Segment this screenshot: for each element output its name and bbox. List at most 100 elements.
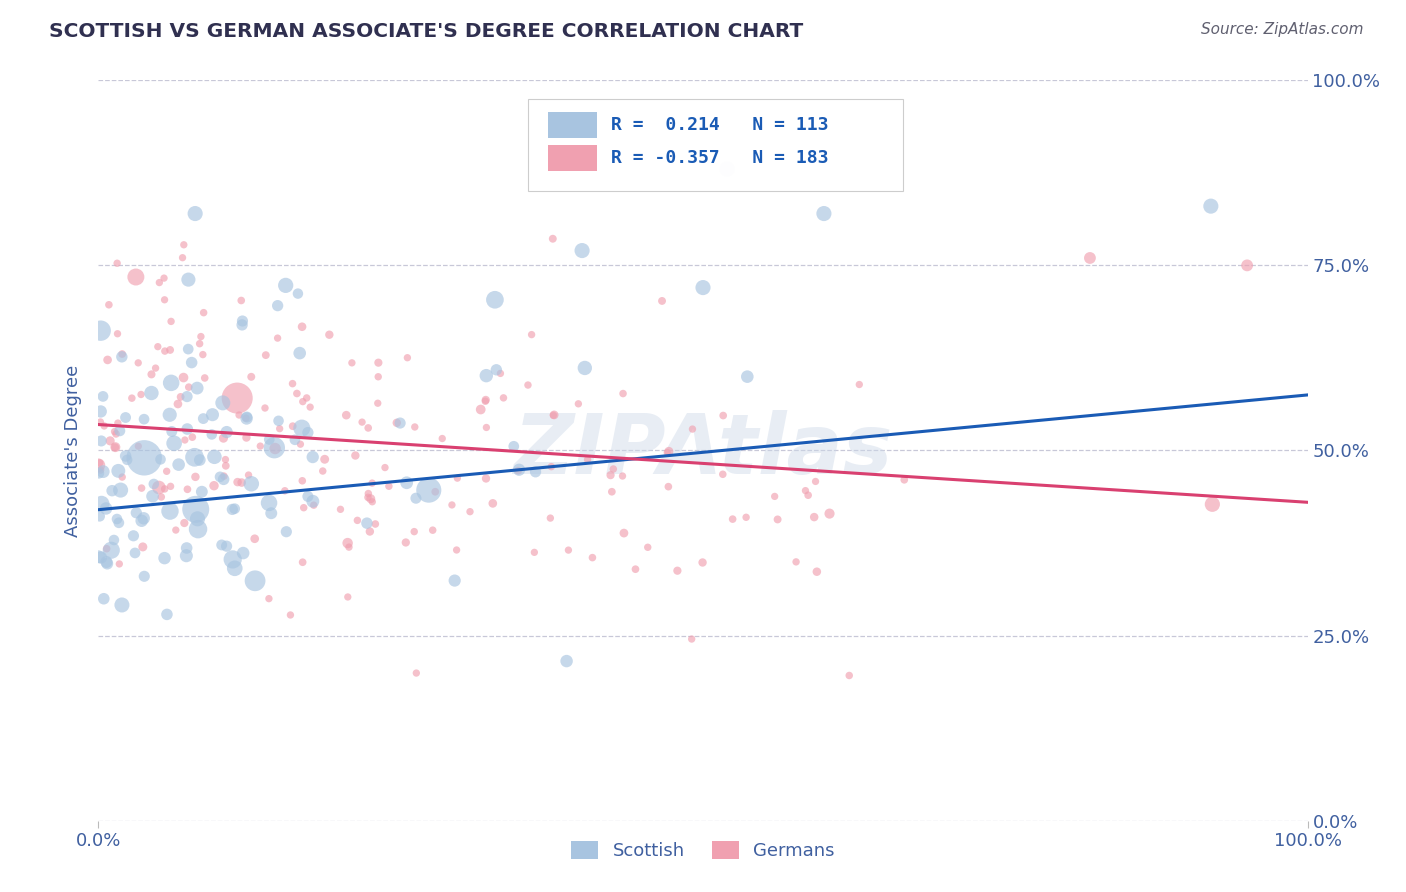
Point [260, 506, 283, 520]
Point [173, 237, 195, 252]
Point [201, 408, 224, 422]
Point [131, 514, 153, 528]
Point [440, 498, 463, 512]
Point [150, 490, 173, 504]
Point [657, 480, 679, 494]
Point [266, 331, 288, 345]
Point [818, 507, 841, 521]
Point [212, 469, 235, 483]
Y-axis label: Associate's Degree: Associate's Degree [65, 364, 83, 537]
Point [224, 561, 246, 575]
Point [173, 433, 195, 447]
Point [132, 540, 155, 554]
Point [395, 535, 418, 549]
Point [360, 491, 382, 506]
Point [165, 523, 187, 537]
Point [540, 459, 562, 474]
Point [797, 488, 820, 502]
Point [111, 598, 134, 612]
Point [721, 512, 744, 526]
Point [108, 516, 131, 530]
Point [243, 532, 266, 546]
Point [121, 391, 143, 405]
Point [240, 476, 263, 491]
Point [97, 298, 120, 312]
Point [288, 346, 311, 360]
Point [146, 340, 169, 354]
Point [231, 314, 253, 328]
Point [292, 500, 315, 515]
Point [201, 427, 224, 442]
Point [127, 439, 149, 453]
Point [167, 397, 190, 411]
Point [253, 401, 276, 415]
Point [502, 439, 524, 453]
Point [259, 433, 281, 447]
Point [285, 386, 308, 401]
Point [346, 513, 368, 527]
Point [105, 426, 128, 441]
Point [508, 464, 530, 478]
Point [571, 244, 593, 258]
Point [359, 524, 381, 539]
Point [425, 484, 447, 499]
Point [340, 356, 363, 370]
Point [212, 431, 235, 445]
Point [446, 543, 468, 558]
Point [191, 348, 214, 362]
Point [215, 425, 238, 439]
Point [254, 348, 277, 362]
Point [194, 371, 217, 385]
Text: R =  0.214   N = 113: R = 0.214 N = 113 [612, 116, 828, 134]
Point [806, 565, 828, 579]
Point [111, 350, 134, 364]
Point [281, 376, 304, 391]
Point [180, 355, 202, 369]
Point [763, 490, 786, 504]
Point [167, 458, 190, 472]
Point [458, 505, 481, 519]
Point [231, 475, 253, 490]
Point [153, 482, 176, 496]
Point [191, 484, 214, 499]
Point [215, 458, 238, 473]
Point [215, 539, 238, 553]
Point [692, 556, 714, 570]
Bar [548, 145, 596, 171]
Point [470, 402, 492, 417]
Point [274, 483, 297, 498]
Point [159, 408, 181, 422]
Point [475, 420, 498, 434]
Point [153, 293, 176, 307]
Point [101, 483, 124, 498]
Point [104, 441, 127, 455]
Point [357, 421, 380, 435]
Text: Source: ZipAtlas.com: Source: ZipAtlas.com [1201, 22, 1364, 37]
Point [257, 496, 280, 510]
Point [176, 549, 198, 563]
Point [291, 555, 314, 569]
Point [127, 356, 149, 370]
Point [637, 541, 659, 555]
Point [1201, 497, 1223, 511]
Point [228, 408, 250, 422]
Text: R = -0.357   N = 183: R = -0.357 N = 183 [612, 149, 828, 167]
Point [374, 460, 396, 475]
Point [98, 434, 121, 448]
Point [290, 437, 312, 451]
Point [153, 551, 176, 566]
Point [357, 491, 380, 505]
Point [87, 467, 110, 481]
Point [329, 502, 352, 516]
Point [803, 510, 825, 524]
Point [94, 501, 117, 516]
Point [91, 389, 114, 403]
Point [160, 314, 183, 328]
Point [367, 396, 389, 410]
Point [485, 363, 508, 377]
Point [153, 271, 176, 285]
Point [475, 368, 498, 383]
Point [177, 380, 200, 394]
Point [711, 467, 734, 482]
Text: ZIPAtlas: ZIPAtlas [513, 410, 893, 491]
